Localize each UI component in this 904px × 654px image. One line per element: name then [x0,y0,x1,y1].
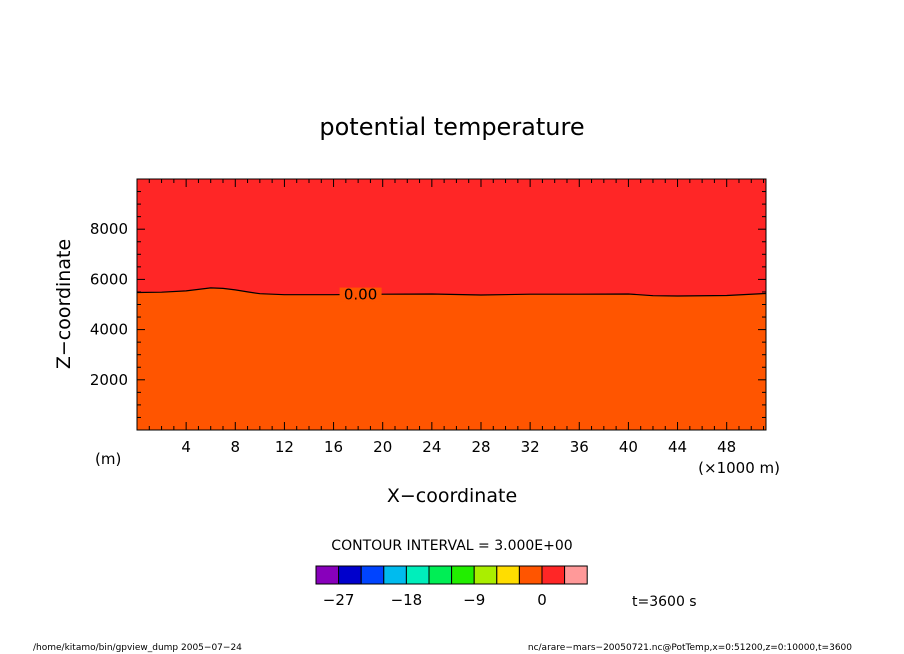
y-unit-label: (m) [95,450,121,468]
colorbar-swatch [428,565,453,585]
time-label: t=3600 s [632,594,697,610]
contour-line [136,287,767,297]
x-tick-label: 32 [521,438,540,456]
colorbar-swatch [405,565,430,585]
contour-label: 0.00 [344,286,377,304]
colorbar-swatch [518,565,543,585]
colorbar-swatch [496,565,520,585]
colorbar [315,565,588,585]
x-tick-label: 16 [324,438,343,456]
colorbar-swatch [473,565,498,585]
x-tick-label: 40 [619,438,638,456]
x-tick-label: 12 [275,438,294,456]
x-tick-label: 44 [668,438,687,456]
footer-left: /home/kitamo/bin/gpview_dump 2005−07−24 [33,643,242,653]
footer-right: nc/arare−mars−20050721.nc@PotTemp,x=0:51… [528,643,852,653]
colorbar-swatch [564,565,588,585]
x-tick-label: 24 [422,438,441,456]
colorbar-swatch [338,565,362,585]
x-tick-label: 8 [231,438,241,456]
x-tick-label: 36 [570,438,589,456]
colorbar-tick-label: 0 [537,591,547,609]
colorbar-swatch [541,565,566,585]
x-tick-labels: 4 8 12 16 20 24 28 32 36 40 44 48 [181,438,736,456]
y-tick-label: 6000 [90,270,128,288]
x-axis-label: X−coordinate [387,485,517,507]
x-tick-label: 20 [373,438,392,456]
lower-region [137,287,766,430]
colorbar-tick-label: −27 [323,591,355,609]
colorbar-swatch [315,565,340,585]
colorbar-tick-label: −18 [391,591,423,609]
colorbar-tick-label: −9 [463,591,485,609]
chart-title: potential temperature [319,113,584,141]
y-axis-label: Z−coordinate [53,239,75,369]
y-tick-labels: 2000 4000 6000 8000 [90,220,128,389]
colorbar-swatch [360,565,385,585]
x-unit-label: (×1000 m) [698,459,780,477]
contour-label-bg [339,287,382,302]
plot-area: 0.00 [136,178,767,431]
x-tick-label: 4 [181,438,191,456]
x-tick-label: 48 [717,438,736,456]
y-tick-label: 8000 [90,220,128,238]
colorbar-swatch [383,565,407,585]
contour-interval-label: CONTOUR INTERVAL = 3.000E+00 [331,538,572,554]
y-tick-label: 4000 [90,321,128,339]
colorbar-tick-labels: −27 −18 −9 0 [323,591,547,609]
x-tick-label: 28 [471,438,490,456]
tick-marks [137,179,766,430]
y-tick-label: 2000 [90,371,128,389]
colorbar-swatch [451,565,475,585]
